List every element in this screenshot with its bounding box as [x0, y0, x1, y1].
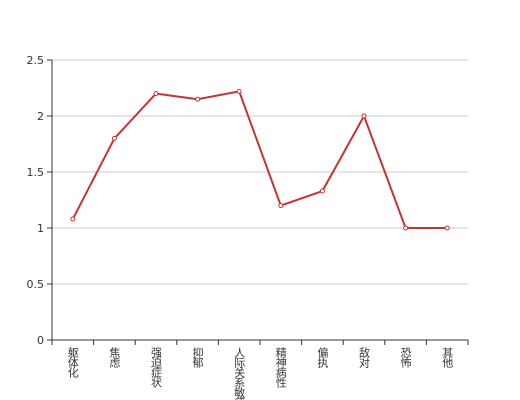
- point: [236, 88, 242, 94]
- x-tick-label: 精神病性: [274, 347, 287, 389]
- x-tick-label: 人际关系敏感: [233, 347, 246, 400]
- y-tick-label: 1.5: [27, 166, 45, 179]
- point: [70, 216, 76, 222]
- x-tick-label: 抑郁: [191, 346, 204, 368]
- x-tick-label: 恐怖: [399, 347, 412, 368]
- y-tick-label: 0: [37, 334, 44, 347]
- x-tick-label: 焦虑: [108, 347, 121, 368]
- x-tick-label: 偏执: [316, 346, 329, 369]
- x-tick-label: 躯体化: [66, 347, 79, 379]
- point: [319, 188, 325, 194]
- y-tick-label: 0.5: [27, 278, 45, 291]
- point: [361, 113, 367, 119]
- point: [153, 91, 159, 97]
- y-tick-label: 2.5: [27, 54, 45, 67]
- point: [278, 203, 284, 209]
- point: [403, 225, 409, 231]
- y-tick-label: 2: [37, 110, 44, 123]
- point: [195, 96, 201, 102]
- point: [111, 135, 117, 141]
- line: [71, 90, 448, 229]
- y-tick-label: 1: [37, 222, 44, 235]
- point: [444, 225, 450, 231]
- x-tick-label: 强迫症状: [150, 347, 163, 388]
- x-tick-label: 其他: [441, 347, 454, 368]
- x-tick-label: 敌对: [358, 346, 371, 368]
